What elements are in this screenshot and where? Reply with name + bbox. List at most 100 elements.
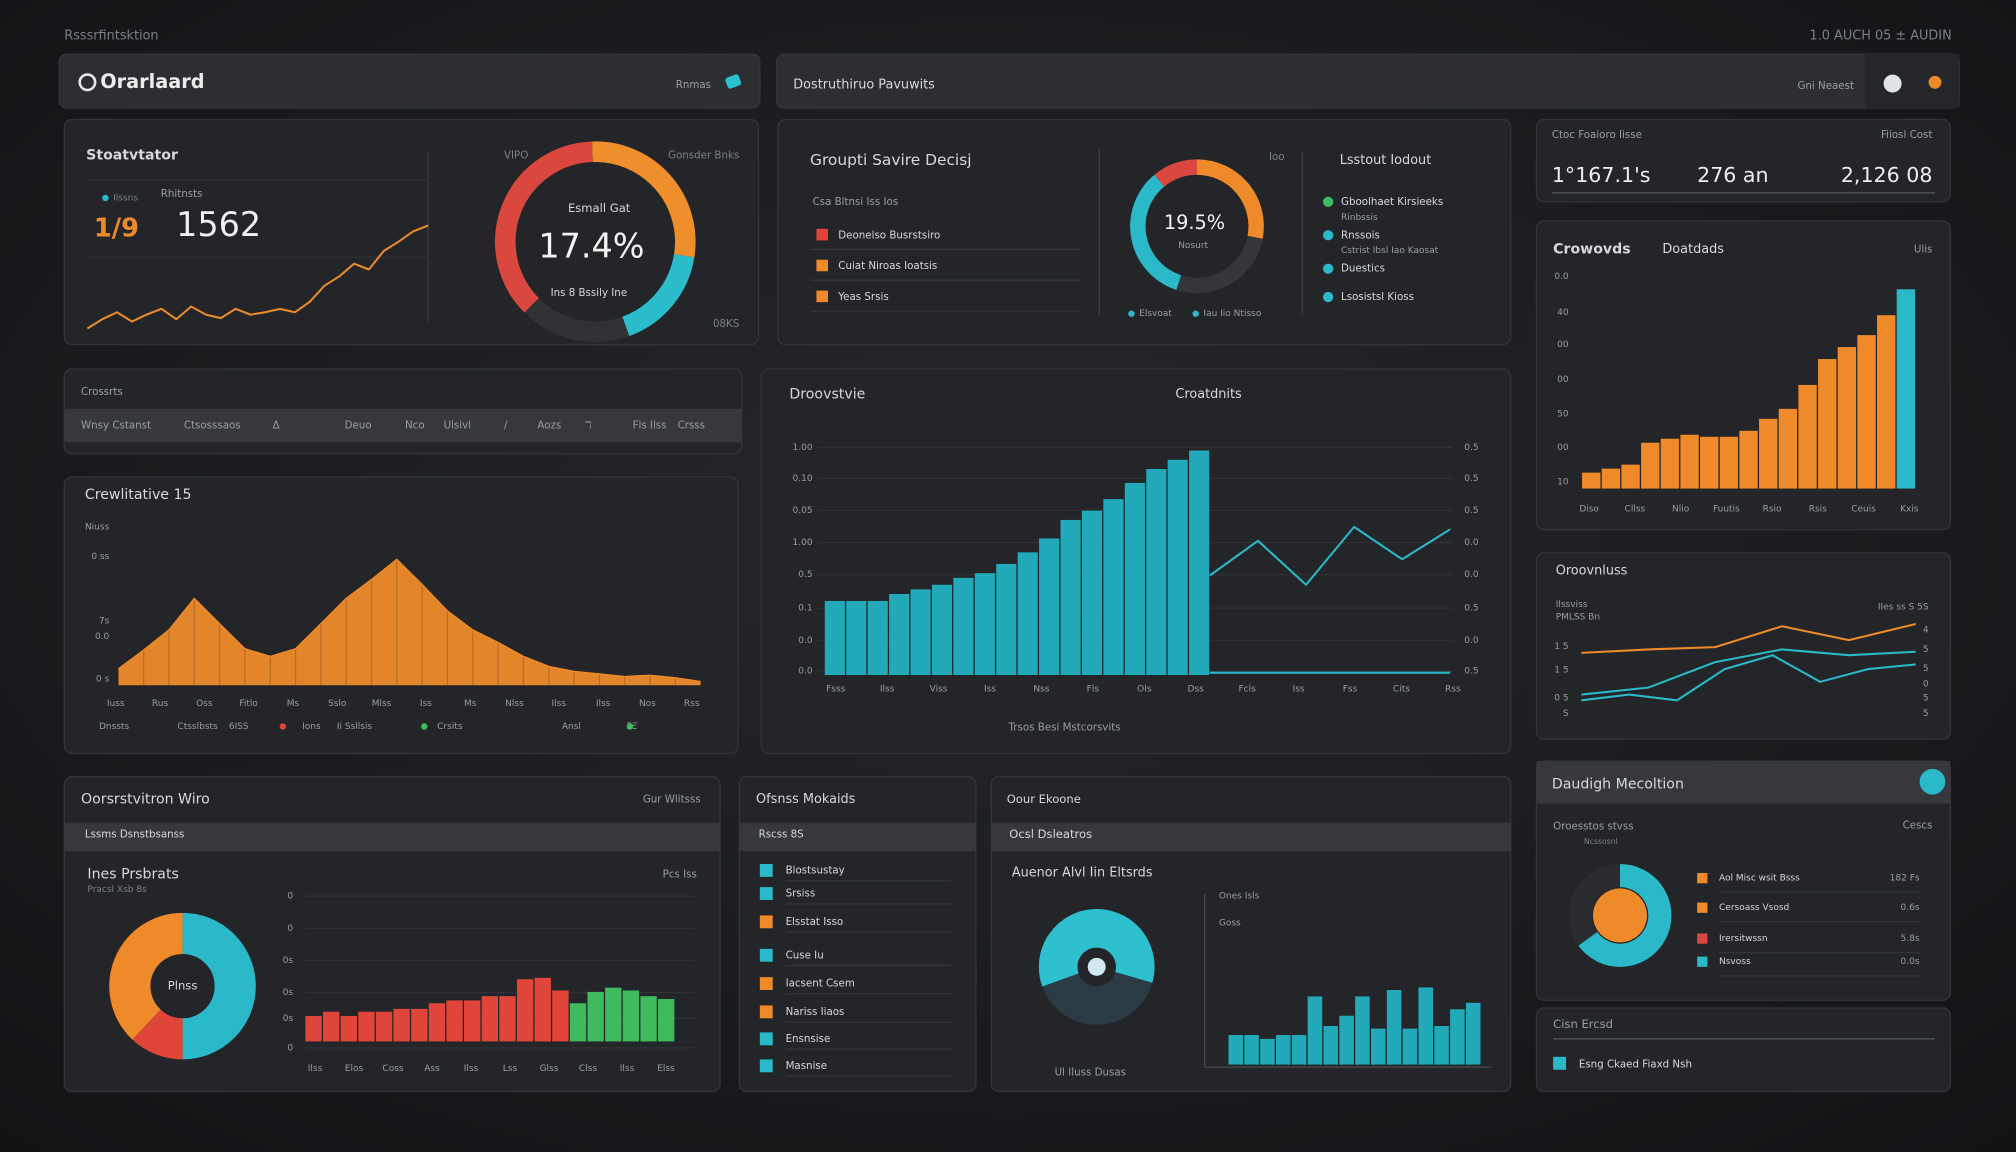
legend-swatch [816, 290, 828, 303]
legend-swatch [1697, 873, 1708, 884]
donut-segment [495, 141, 594, 313]
label: 182 Fs [1890, 874, 1920, 884]
label: 0.1 [798, 604, 812, 614]
bar [974, 573, 995, 675]
label: Fls [1087, 685, 1100, 695]
bar [358, 1011, 375, 1042]
label: Groupti Savire Decisj [810, 151, 972, 169]
label: Ilssviss [1556, 600, 1588, 610]
label: Croatdnits [1175, 387, 1242, 402]
label: Ions [302, 722, 321, 732]
label: 10 [1557, 478, 1569, 488]
bar [1465, 1002, 1481, 1065]
action-icon[interactable] [725, 74, 742, 90]
label: 4 [1923, 626, 1929, 636]
label: 5 [1923, 664, 1929, 674]
label: Cllss [1625, 505, 1646, 515]
label: Elss [657, 1064, 675, 1074]
legend-swatch [816, 228, 828, 241]
label: Lsosistsl Kioss [1341, 291, 1414, 303]
label: 0.0 [1464, 538, 1479, 548]
label: Elos [345, 1064, 364, 1074]
label: 0 s [96, 674, 110, 684]
bar [1275, 1035, 1291, 1065]
legend-swatch [1697, 956, 1708, 967]
label: Rsio [1763, 505, 1782, 515]
bar [1244, 1035, 1259, 1065]
bar [393, 1008, 410, 1042]
label: 1.00 [793, 538, 813, 548]
label: Ocsl Dsleatros [1009, 827, 1092, 841]
tab: Deuo [345, 420, 372, 432]
label: 0 [287, 892, 293, 902]
label: Cuiat Niroas Ioatsis [838, 260, 937, 272]
label: 0.5 [1464, 604, 1478, 614]
label: Ilss [620, 1064, 635, 1074]
bar [1060, 519, 1081, 675]
label: Ioo [1269, 151, 1285, 163]
tab: Aozs [537, 420, 561, 432]
bar [640, 996, 657, 1042]
donut-segment [1196, 159, 1264, 239]
label: 276 an [1697, 163, 1768, 187]
legend-swatch [759, 977, 773, 990]
label: Ctsslbsts [177, 722, 218, 732]
label: Gonsder Bnks [668, 150, 739, 162]
label: 00 [1557, 375, 1569, 385]
label: 0.0 [798, 636, 813, 646]
label: Niuss [85, 523, 110, 533]
label: 7s [99, 617, 110, 627]
label: 0.10 [793, 474, 813, 484]
legend-swatch [1697, 933, 1708, 944]
tab: ℸ [585, 420, 592, 432]
label: Crowovds [1553, 241, 1631, 257]
bar [322, 1011, 340, 1042]
donut-segment [1038, 909, 1155, 987]
bar [1189, 450, 1210, 675]
tab: Ctsosssaos [184, 420, 241, 432]
label: Lss [503, 1064, 518, 1074]
strip [739, 822, 976, 852]
label: Rscss 8S [759, 828, 804, 840]
bar [1039, 538, 1060, 675]
notify-icon[interactable] [1928, 75, 1942, 89]
info-icon[interactable] [1919, 768, 1946, 795]
avatar-icon[interactable] [1883, 74, 1902, 93]
bar [1877, 315, 1896, 489]
bar [1582, 472, 1601, 489]
label: Orarlaard [100, 70, 204, 93]
tab: Fls Ilss [633, 420, 667, 432]
label: Duestics [1341, 263, 1385, 275]
label: Nos [639, 699, 656, 709]
label: Rhitnsts [161, 188, 203, 200]
bar [1386, 990, 1402, 1065]
label: 1.00 [793, 443, 813, 453]
bar [464, 1000, 481, 1042]
user-icon [1865, 54, 1960, 108]
label: Dnssts [99, 722, 130, 732]
bar [1402, 1028, 1418, 1065]
legend-dot [1323, 263, 1334, 274]
panel [738, 775, 977, 1093]
line [1581, 622, 1916, 654]
bar [1700, 436, 1719, 489]
donut-segment [181, 912, 256, 1060]
label: 1 5 [1554, 665, 1568, 675]
label: S [1563, 709, 1569, 719]
bar [1418, 987, 1434, 1065]
legend-dot [1192, 310, 1199, 317]
legend-dot [1323, 196, 1334, 207]
label: 17.4% [538, 227, 644, 266]
label: Ii Ssllsis [337, 722, 373, 732]
label: Fss [1343, 685, 1358, 695]
bar [1660, 438, 1680, 489]
label: Ins 8 Bssily Ine [551, 287, 628, 299]
label: Nlss [505, 699, 524, 709]
label: 0s [283, 956, 294, 966]
label: Plnss [168, 979, 198, 993]
legend-swatch [759, 1059, 773, 1073]
bar [1081, 510, 1103, 675]
bar [411, 1008, 428, 1042]
donut-segment [109, 912, 184, 1040]
label: Clss [579, 1064, 597, 1074]
